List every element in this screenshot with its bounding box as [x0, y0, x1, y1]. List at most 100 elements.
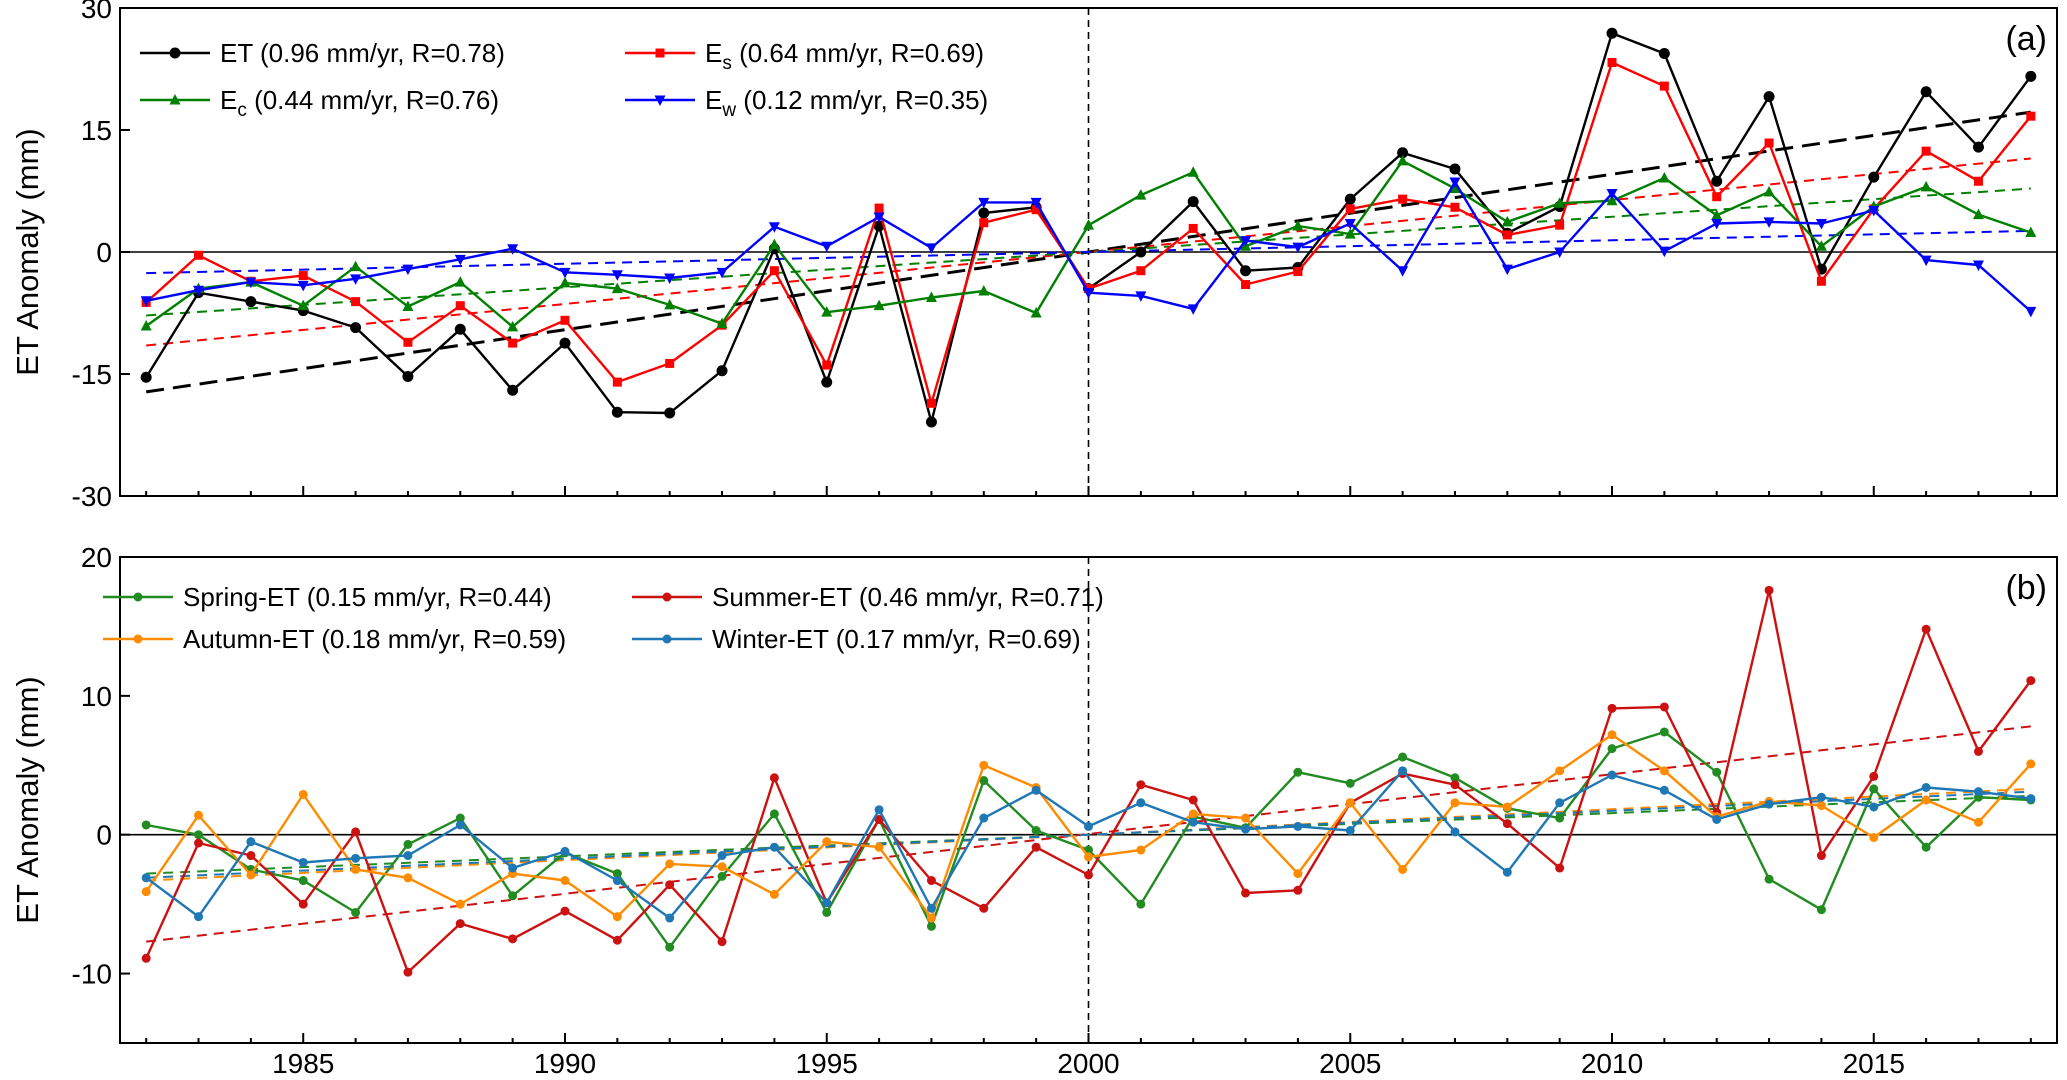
data-point [1344, 228, 1356, 239]
y-tick-label: 10 [81, 681, 112, 712]
data-point [1555, 863, 1565, 873]
data-point [821, 306, 833, 317]
data-point [1816, 851, 1826, 861]
legend-label: Summer-ET (0.46 mm/yr, R=0.71) [712, 582, 1104, 612]
legend-label: ET (0.96 mm/yr, R=0.78) [220, 38, 505, 68]
legend-label-rest: (0.17 mm/yr, R=0.69) [829, 624, 1081, 654]
data-point [351, 853, 361, 863]
data-point [350, 274, 362, 285]
data-point [402, 264, 414, 276]
data-point [1188, 809, 1198, 819]
data-point [560, 906, 570, 916]
data-point [822, 837, 832, 847]
y-tick-label: -15 [72, 359, 112, 390]
data-point [246, 870, 256, 880]
data-point [1764, 138, 1774, 148]
data-point [1293, 885, 1303, 895]
data-point [1868, 206, 1880, 217]
data-point [978, 285, 990, 296]
data-point [2026, 759, 2036, 769]
x-tick-label: 2005 [1319, 1048, 1381, 1079]
data-point [1450, 780, 1460, 790]
data-point [194, 838, 204, 848]
data-point [1136, 798, 1146, 808]
data-point [1973, 746, 1983, 756]
data-point [1555, 220, 1565, 230]
data-point [246, 837, 256, 847]
data-point [1764, 874, 1774, 884]
legend-marker [662, 634, 672, 644]
data-point [403, 873, 413, 883]
data-point [1607, 770, 1617, 780]
legend-label-rest: (0.96 mm/yr, R=0.78) [253, 38, 505, 68]
legend-label-rest: (0.18 mm/yr, R=0.59) [314, 624, 566, 654]
x-tick-label: 2015 [1843, 1048, 1905, 1079]
plot-area [141, 585, 2036, 977]
legend-item-3: Winter-ET (0.17 mm/yr, R=0.69) [632, 624, 1081, 654]
data-point [664, 298, 676, 310]
legend-label-rest: (0.15 mm/yr, R=0.44) [300, 582, 552, 612]
data-point [665, 942, 675, 952]
data-point [298, 789, 308, 799]
data-point [664, 407, 676, 419]
y-tick-label: 15 [81, 115, 112, 146]
data-point [508, 934, 518, 944]
data-point [1241, 824, 1251, 834]
data-point [560, 846, 570, 856]
data-point [1763, 91, 1775, 103]
data-point [1030, 197, 1042, 209]
data-point [1398, 752, 1408, 762]
data-point [1869, 802, 1879, 812]
data-point [1921, 624, 1931, 634]
data-point [1241, 813, 1251, 823]
y-tick-label: -10 [72, 959, 112, 990]
panel-label: (a) [2005, 20, 2047, 58]
x-tick-label: 1990 [534, 1048, 596, 1079]
data-point [821, 376, 833, 388]
legend-marker [133, 592, 143, 602]
data-point [298, 876, 308, 886]
data-point [1187, 304, 1199, 315]
data-point [822, 907, 832, 917]
legend-label: Spring-ET (0.15 mm/yr, R=0.44) [183, 582, 552, 612]
legend-label-subscript: w [721, 100, 736, 121]
data-point [1344, 193, 1356, 205]
data-point [1555, 766, 1565, 776]
data-point [1083, 288, 1094, 299]
legend-label-rest: (0.46 mm/yr, R=0.71) [852, 582, 1104, 612]
data-point [1398, 766, 1408, 776]
data-point [507, 384, 519, 396]
data-point [1607, 57, 1617, 67]
data-point [979, 776, 989, 786]
data-point [1502, 867, 1512, 877]
data-point [1920, 255, 1932, 267]
data-point [1450, 798, 1460, 808]
data-point [1136, 845, 1146, 855]
data-point [717, 862, 727, 872]
data-point [560, 315, 570, 325]
data-point [1450, 827, 1460, 837]
data-point [559, 276, 571, 288]
data-point [979, 218, 989, 228]
legend-label-main: Summer-ET [712, 582, 852, 612]
data-point [1345, 826, 1355, 836]
data-point [978, 207, 990, 219]
data-point [2025, 226, 2037, 237]
legend-label-main: E [705, 85, 722, 115]
data-point [612, 377, 622, 387]
data-point [1397, 266, 1409, 277]
data-point [1293, 869, 1303, 879]
x-tick-label: 2010 [1581, 1048, 1643, 1079]
data-point [1293, 767, 1303, 777]
data-point [664, 273, 676, 285]
data-point [1711, 175, 1723, 187]
data-point [194, 830, 204, 840]
legend-label-rest: (0.44 mm/yr, R=0.76) [247, 85, 499, 115]
chart-panel-b: -10 0 10 20 1985 1990 1995 2000 2005 2010 2015 ET A… [10, 542, 2058, 1079]
data-point [716, 317, 728, 329]
data-point [1554, 247, 1566, 258]
data-point [873, 220, 885, 232]
data-point [1607, 730, 1617, 740]
legend-label-main: E [705, 38, 722, 68]
data-point [1973, 176, 1983, 186]
